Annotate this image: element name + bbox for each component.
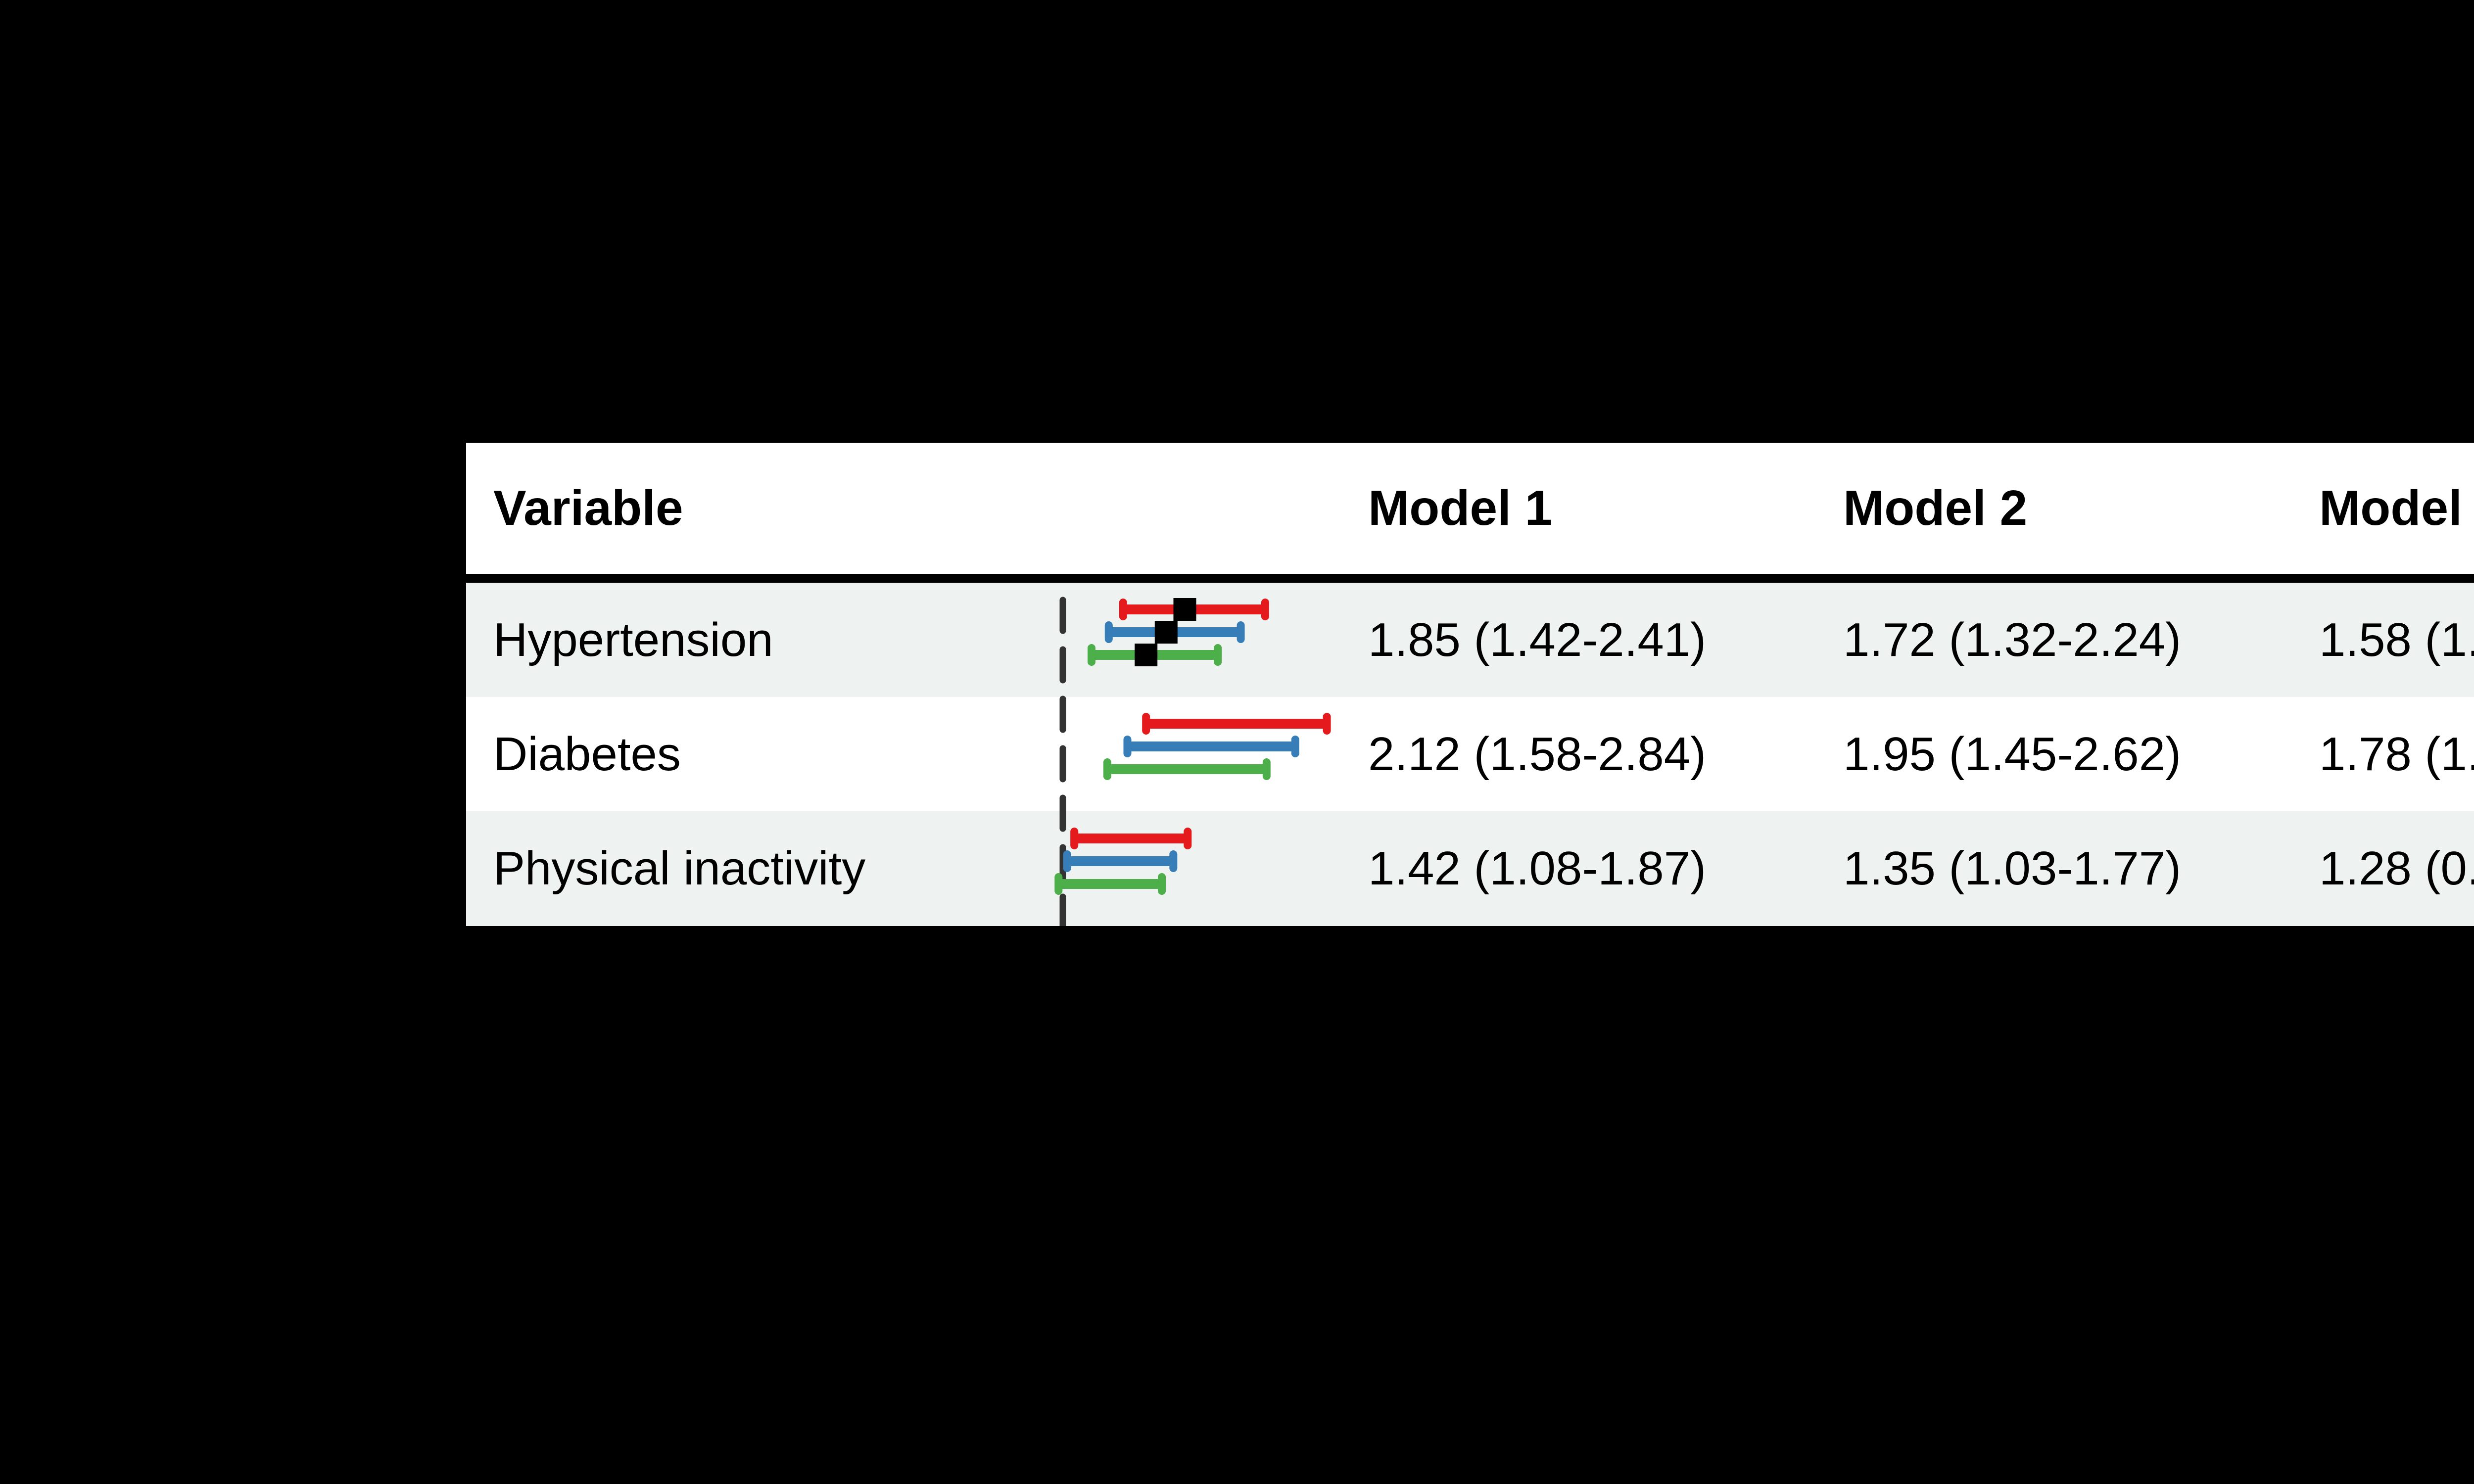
column-header-model2: Model 2 <box>1843 480 2028 536</box>
column-header-variable: Variable <box>493 480 683 536</box>
row-label: Physical inactivity <box>493 842 866 895</box>
row-label: Diabetes <box>493 727 681 781</box>
model3-ci-value: 1.58 (1.20-2.08) <box>2319 613 2474 666</box>
forest-plot-table: Variable Model 1 Model 2 Model 3 Hyperte… <box>466 443 2474 926</box>
table-header-row: Variable Model 1 Model 2 Model 3 <box>466 443 2474 574</box>
header-separator-line <box>466 574 2474 583</box>
model1-ci-value: 1.42 (1.08-1.87) <box>1368 842 1707 895</box>
model1-ci-value: 1.85 (1.42-2.41) <box>1368 613 1707 666</box>
column-header-model3: Model 3 <box>2319 480 2474 536</box>
model3-ci-value: 1.78 (1.31-2.42) <box>2319 727 2474 781</box>
table-row-diabetes: Diabetes 2.12 (1.58-2.84) 1.95 (1.45-2.6… <box>466 697 2474 811</box>
table-row-hypertension: Hypertension 1.85 (1.42-2.41) 1.72 (1.32… <box>466 583 2474 697</box>
model2-ci-value: 1.95 (1.45-2.62) <box>1843 727 2182 781</box>
model2-ci-value: 1.72 (1.32-2.24) <box>1843 613 2182 666</box>
row-label: Hypertension <box>493 613 773 666</box>
table-row-physical-inactivity: Physical inactivity 1.42 (1.08-1.87) 1.3… <box>466 811 2474 926</box>
column-header-model1: Model 1 <box>1368 480 1553 536</box>
model3-ci-value: 1.28 (0.97-1.69) <box>2319 842 2474 895</box>
model2-ci-value: 1.35 (1.03-1.77) <box>1843 842 2182 895</box>
model1-ci-value: 2.12 (1.58-2.84) <box>1368 727 1707 781</box>
